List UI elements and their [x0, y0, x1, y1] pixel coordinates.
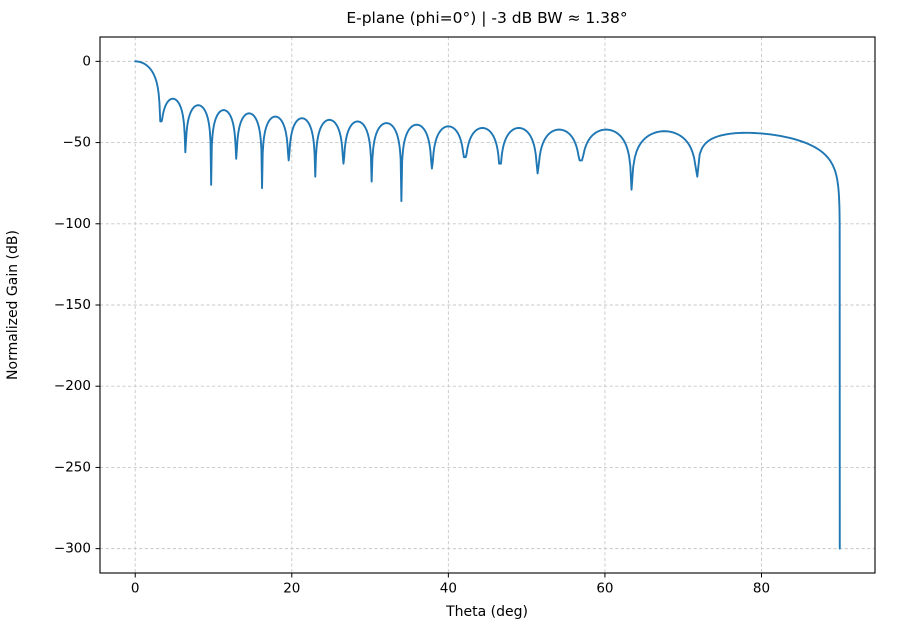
y-axis-label: Normalized Gain (dB) — [5, 230, 21, 380]
y-tick-label: −200 — [54, 378, 91, 394]
x-tick-label: 60 — [596, 581, 613, 597]
x-tick-label: 80 — [753, 581, 770, 597]
x-tick-label: 20 — [283, 581, 300, 597]
x-tick-label: 0 — [131, 581, 140, 597]
series-layer — [134, 60, 841, 550]
gain-curve — [134, 60, 841, 550]
y-tick-label: −50 — [63, 135, 92, 151]
chart-title: E-plane (phi=0°) | -3 dB BW ≈ 1.38° — [346, 9, 627, 27]
y-tick-label: 0 — [82, 53, 91, 69]
y-tick-label: −300 — [54, 541, 91, 557]
x-tick-label: 40 — [440, 581, 457, 597]
y-tick-label: −250 — [54, 459, 91, 475]
y-tick-label: −150 — [54, 297, 91, 313]
y-tick-label: −100 — [54, 216, 91, 232]
x-axis-label: Theta (deg) — [445, 604, 528, 620]
axes-layer: 0 20 40 60 80 0 −50 −100 −150 −200 −250 −300 — [54, 36, 876, 597]
grid-layer — [100, 37, 875, 573]
